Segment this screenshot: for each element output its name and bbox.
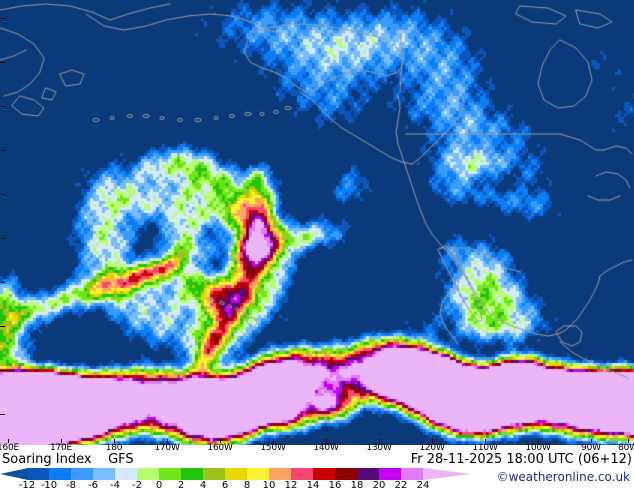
legend-tick-label: -10 (40, 480, 58, 490)
legend-underflow-arrow (0, 468, 28, 480)
legend-tick-label: 6 (221, 480, 229, 490)
latitude-tick (0, 326, 5, 327)
longitude-label: 110W (472, 443, 498, 453)
legend-swatch (357, 468, 379, 480)
longitude-label: 170W (154, 443, 180, 453)
longitude-tick (8, 439, 9, 443)
legend-tick-label: -4 (110, 480, 120, 490)
legend-tick-label: 18 (350, 480, 364, 490)
longitude-label: 170E (49, 443, 73, 453)
legend-swatch-group (27, 468, 423, 480)
copyright-label: ©weatheronline.co.uk (496, 470, 630, 484)
longitude-tick (273, 439, 274, 443)
valid-time-label: Fr 28-11-2025 18:00 UTC (06+12) (410, 452, 632, 467)
longitude-label: 120W (419, 443, 445, 453)
longitude-label: 150W (260, 443, 286, 453)
latitude-tick (0, 150, 5, 151)
legend-swatch (291, 468, 313, 480)
latitude-tick (0, 238, 5, 239)
legend-tick-labels: -12 -10 -8 -6 -4 -2 0 2 4 6 8 10 12 14 16 18 20 22 24 (0, 480, 470, 490)
longitude-tick (628, 439, 629, 443)
legend-tick-label: -8 (66, 480, 76, 490)
legend-tick-label: -6 (88, 480, 98, 490)
longitude-tick (432, 439, 433, 443)
legend-swatch (335, 468, 357, 480)
legend-swatch (71, 468, 93, 480)
latitude-tick (0, 62, 5, 63)
legend-tick-label: 0 (155, 480, 163, 490)
longitude-tick (167, 439, 168, 443)
legend-tick-label: 8 (243, 480, 251, 490)
longitude-tick (591, 439, 592, 443)
longitude-label: 90W (581, 443, 601, 453)
longitude-tick (485, 439, 486, 443)
legend-swatch (93, 468, 115, 480)
legend-swatch (247, 468, 269, 480)
latitude-tick (0, 370, 5, 371)
latitude-tick (0, 414, 5, 415)
longitude-tick (114, 439, 115, 443)
legend-swatch (137, 468, 159, 480)
latitude-tick (0, 282, 5, 283)
legend-tick-label: 14 (306, 480, 320, 490)
longitude-tick (538, 439, 539, 443)
legend-swatch (379, 468, 401, 480)
legend-tick-label: 20 (372, 480, 386, 490)
longitude-tick (379, 439, 380, 443)
legend-swatch (159, 468, 181, 480)
legend-swatch (313, 468, 335, 480)
latitude-tick (0, 194, 5, 195)
legend-swatch (203, 468, 225, 480)
legend-tick-label: 12 (284, 480, 298, 490)
latitude-tick (0, 106, 5, 107)
longitude-axis: 160E 170E 180 170W 160W 150W 140W 130W 120W 110W 1… (0, 439, 634, 457)
legend-swatch (401, 468, 423, 480)
longitude-label: 160W (207, 443, 233, 453)
legend-tick-label: 16 (328, 480, 342, 490)
longitude-label: 80W (618, 443, 634, 453)
longitude-label: 130W (366, 443, 392, 453)
soaring-index-map[interactable] (0, 0, 634, 445)
legend-swatch (115, 468, 137, 480)
longitude-tick (326, 439, 327, 443)
longitude-label: 140W (313, 443, 339, 453)
longitude-label: 180 (105, 443, 123, 453)
latitude-tick (0, 18, 5, 19)
legend-tick-label: 24 (416, 480, 430, 490)
product-title-label: Soaring Index (2, 452, 92, 467)
longitude-label: 160E (0, 443, 20, 453)
legend-tick-label: 10 (262, 480, 276, 490)
legend-swatch (181, 468, 203, 480)
legend-tick-label: 4 (199, 480, 207, 490)
legend-tick-label: -2 (132, 480, 142, 490)
legend-swatch (27, 468, 49, 480)
longitude-tick (61, 439, 62, 443)
legend-swatch (269, 468, 291, 480)
longitude-tick (220, 439, 221, 443)
legend-swatch (49, 468, 71, 480)
model-name-label: GFS (108, 452, 134, 467)
legend-swatch (225, 468, 247, 480)
longitude-label: 100W (525, 443, 551, 453)
legend-tick-label: 2 (177, 480, 185, 490)
color-legend: -12 -10 -8 -6 -4 -2 0 2 4 6 8 10 12 14 16 18 20 22 24 ©wea… (0, 468, 634, 490)
map-title: Soaring Index GFS (2, 452, 134, 468)
legend-overflow-arrow (423, 468, 471, 480)
legend-tick-label: -12 (18, 480, 36, 490)
legend-tick-label: 22 (394, 480, 408, 490)
caption-row: Soaring Index GFS Fr 28-11-2025 18:00 UT… (0, 452, 634, 469)
map-raster[interactable] (0, 0, 634, 445)
legend-colorbar[interactable] (0, 468, 471, 480)
